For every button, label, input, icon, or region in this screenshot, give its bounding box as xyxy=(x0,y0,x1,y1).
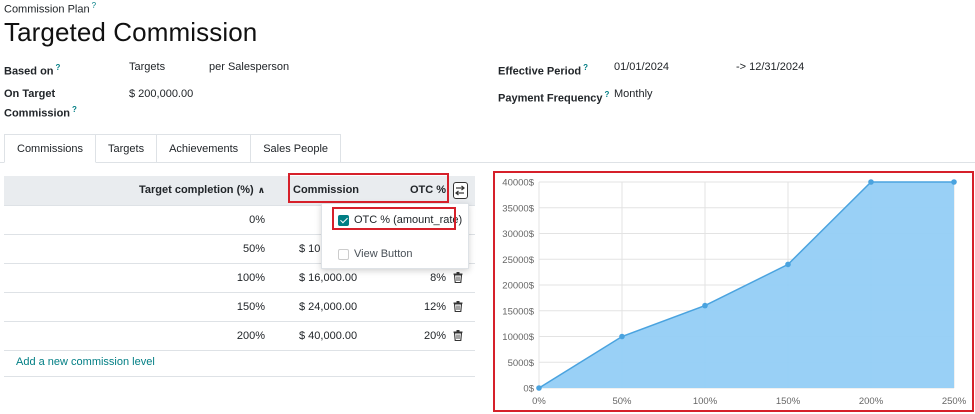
x-tick-label: 50% xyxy=(612,396,632,407)
tab-sales-people[interactable]: Sales People xyxy=(251,134,342,163)
trash-icon[interactable] xyxy=(453,301,463,312)
based-on-per-field[interactable]: per Salesperson xyxy=(209,61,290,73)
target-completion-column-header[interactable]: Target completion (%) ∧ xyxy=(139,184,265,196)
y-tick-label: 10000$ xyxy=(502,332,534,343)
otc-column-header[interactable]: OTC % xyxy=(409,184,446,196)
y-tick-label: 25000$ xyxy=(502,255,534,266)
target-completion-cell[interactable]: 200% xyxy=(236,330,265,342)
help-icon[interactable]: ? xyxy=(583,63,589,72)
tab-targets[interactable]: Targets xyxy=(96,134,158,163)
otc-option-label[interactable]: OTC % (amount_rate) xyxy=(354,214,463,226)
otc-rate-cell[interactable]: 12% xyxy=(423,301,446,313)
table-footer-divider xyxy=(4,376,475,377)
series-line xyxy=(538,181,954,389)
breadcrumb-label[interactable]: Commission Plan xyxy=(4,3,90,16)
table-row[interactable]: 100% $ 16,000.00 8% xyxy=(4,264,475,293)
data-point xyxy=(536,385,542,391)
target-completion-cell[interactable]: 0% xyxy=(249,214,265,226)
data-point xyxy=(951,179,957,185)
target-completion-header-label[interactable]: Target completion (%) xyxy=(138,184,254,196)
table-header: Target completion (%) ∧ Commission OTC % xyxy=(4,176,475,206)
tab-commissions[interactable]: Commissions xyxy=(4,134,97,163)
commission-amount-cell[interactable]: $ 40,000.00 xyxy=(299,330,358,342)
commission-chart: 0$ 5000$ 10000$ 15000$ 20000$ 25000$ 30000$ 350… xyxy=(502,178,967,408)
otc-rate-cell[interactable]: 20% xyxy=(423,330,446,342)
breadcrumb[interactable]: Commission Plan? xyxy=(4,1,96,16)
on-target-label-line2: Commission xyxy=(4,107,71,120)
y-tick-label: 30000$ xyxy=(502,229,534,240)
x-tick-label: 100% xyxy=(693,396,718,407)
otc-rate-cell[interactable]: 8% xyxy=(430,272,446,284)
based-on-label: Based on? xyxy=(4,60,60,80)
data-point xyxy=(868,179,874,185)
y-tick-label: 5000$ xyxy=(508,358,535,369)
table-row[interactable]: 0% xyxy=(4,206,475,235)
effective-period-label: Effective Period? xyxy=(498,60,588,80)
optional-columns-dropdown: OTC % (amount_rate) View Button xyxy=(321,203,469,269)
optional-columns-toggle-button[interactable] xyxy=(453,182,468,199)
help-icon[interactable]: ? xyxy=(604,90,610,99)
target-completion-cell[interactable]: 50% xyxy=(242,243,265,255)
commission-amount-cell[interactable]: $ 10, xyxy=(299,243,324,255)
checkbox-checked-icon[interactable] xyxy=(338,214,349,226)
sort-ascending-icon: ∧ xyxy=(257,185,265,195)
data-point xyxy=(702,302,708,309)
trash-icon[interactable] xyxy=(453,330,463,341)
y-tick-label: 15000$ xyxy=(502,306,534,317)
trash-icon[interactable] xyxy=(453,272,463,283)
tab-divider xyxy=(321,162,975,163)
commission-amount-cell[interactable]: $ 24,000.00 xyxy=(299,301,358,313)
table-row[interactable]: 150% $ 24,000.00 12% xyxy=(4,293,475,322)
table-row[interactable]: 50% $ 10, xyxy=(4,235,475,264)
effective-period-end-field[interactable]: -> 12/31/2024 xyxy=(736,61,805,73)
otc-column-option[interactable]: OTC % (amount_rate) xyxy=(338,214,462,226)
y-tick-label: 0$ xyxy=(523,384,534,395)
target-completion-cell[interactable]: 150% xyxy=(236,301,265,313)
page-title: Targeted Commission xyxy=(4,17,258,47)
notebook-tabs: Commissions Targets Achievements Sales P… xyxy=(4,134,342,163)
x-tick-label: 150% xyxy=(776,396,801,407)
help-icon[interactable]: ? xyxy=(55,63,61,72)
view-button-column-option[interactable]: View Button xyxy=(338,248,413,260)
view-button-option-label[interactable]: View Button xyxy=(354,248,413,260)
target-completion-cell[interactable]: 100% xyxy=(236,272,265,284)
payment-frequency-label-text: Payment Frequency xyxy=(498,92,603,105)
checkbox-unchecked-icon[interactable] xyxy=(338,248,349,260)
effective-period-start-field[interactable]: 01/01/2024 xyxy=(614,61,670,73)
on-target-commission-field[interactable]: $ 200,000.00 xyxy=(129,88,194,100)
x-tick-label: 0% xyxy=(532,396,546,407)
based-on-label-text: Based on xyxy=(4,65,54,78)
tab-achievements[interactable]: Achievements xyxy=(157,134,252,163)
x-tick-label: 250% xyxy=(942,396,967,407)
payment-frequency-field[interactable]: Monthly xyxy=(614,88,653,100)
data-point xyxy=(619,333,625,340)
effective-period-label-text: Effective Period xyxy=(498,65,582,78)
add-commission-level-link[interactable]: Add a new commission level xyxy=(16,356,155,368)
table-row[interactable]: 200% $ 40,000.00 20% xyxy=(4,322,475,351)
help-icon[interactable]: ? xyxy=(91,1,97,10)
tab-divider xyxy=(0,162,4,163)
commission-amount-cell[interactable]: $ 16,000.00 xyxy=(299,272,358,284)
y-tick-label: 35000$ xyxy=(502,203,534,214)
x-tick-label: 200% xyxy=(859,396,884,407)
based-on-field[interactable]: Targets xyxy=(129,61,166,73)
sliders-icon xyxy=(455,185,465,196)
data-point xyxy=(785,261,791,268)
y-tick-label: 20000$ xyxy=(502,281,534,292)
on-target-commission-label: On Target Commission? xyxy=(4,87,77,122)
area-fill xyxy=(539,182,954,388)
help-icon[interactable]: ? xyxy=(72,105,77,114)
payment-frequency-label: Payment Frequency? xyxy=(498,87,609,107)
on-target-label-line1: On Target xyxy=(4,88,56,100)
commission-column-header[interactable]: Commission xyxy=(293,184,360,196)
y-tick-label: 40000$ xyxy=(502,178,534,189)
